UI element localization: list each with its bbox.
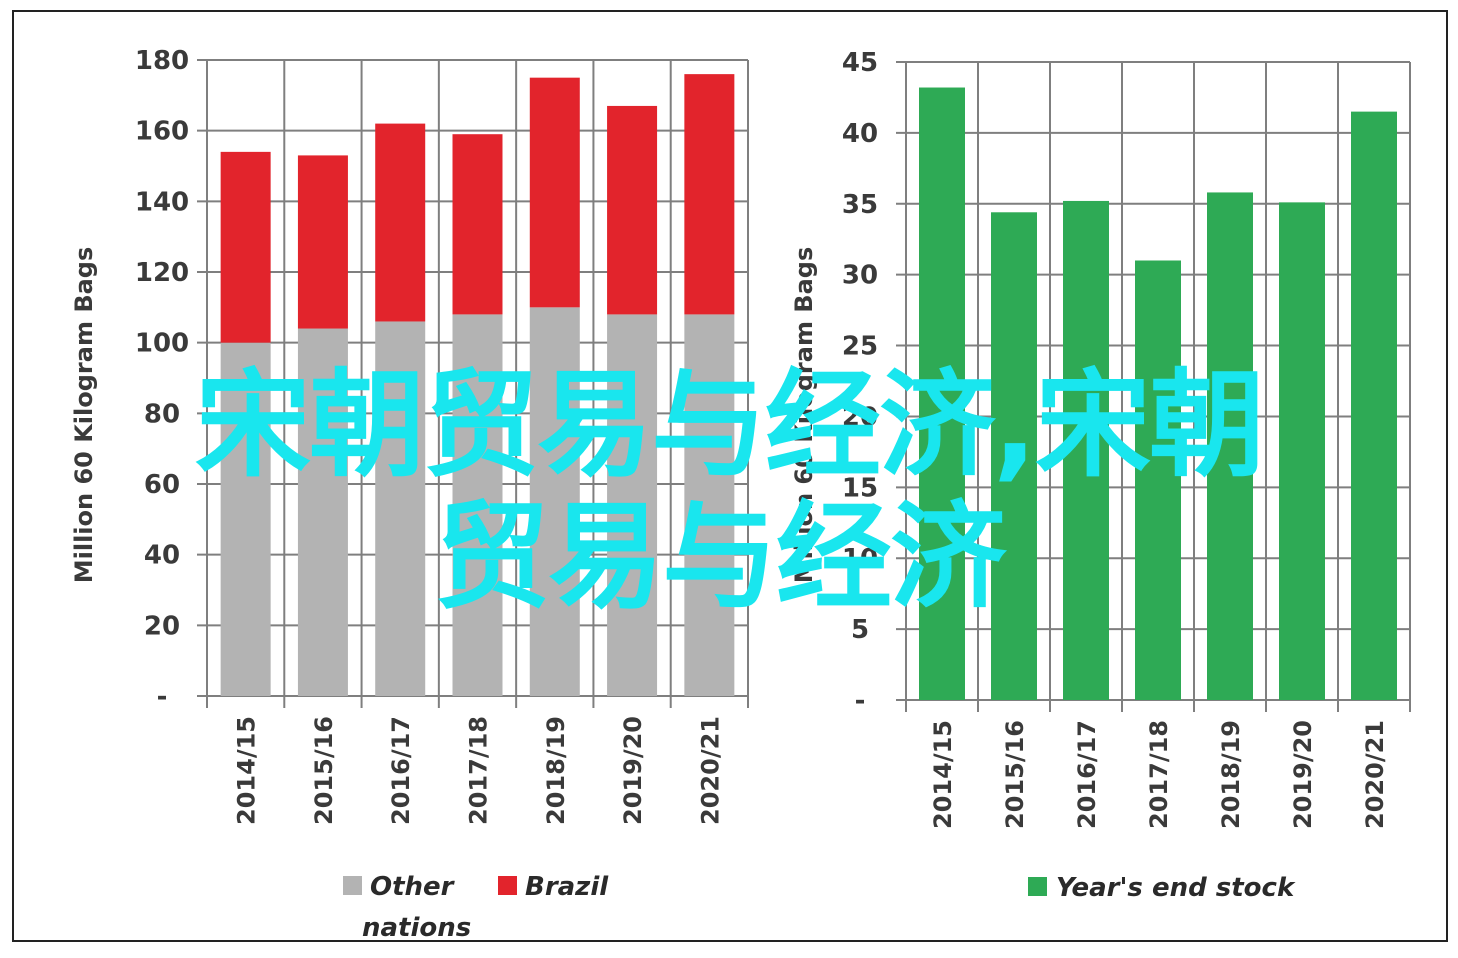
y-tick-label: 180 <box>135 46 189 76</box>
y-tick-label: 160 <box>135 117 189 147</box>
x-tick-label: 2016/17 <box>1073 720 1101 829</box>
y-tick-label: 15 <box>842 473 878 503</box>
legend-label-stock: Year's end stock <box>1056 873 1296 903</box>
y-tick-label: - <box>157 682 168 712</box>
left-chart-production: - 20 40 60 80 100 120 140 160 180 2014/15 2015/16 20… <box>70 46 749 943</box>
bar-series-a-2017-18 <box>452 314 503 696</box>
x-tick-label: 2019/20 <box>1289 720 1317 829</box>
legend-label-brazil: Brazil <box>525 872 609 902</box>
bar-series-a-2017-18 <box>1135 260 1181 700</box>
y-tick-label: 25 <box>842 332 878 362</box>
y-tick-label: 10 <box>842 544 878 574</box>
legend-label-nations: nations <box>362 913 471 943</box>
bar-series-b-2020-21 <box>684 74 735 315</box>
bar-series-b-2014-15 <box>220 151 271 343</box>
bar-series-a-2018-19 <box>529 307 580 696</box>
y-tick-label: 20 <box>842 402 878 432</box>
y-tick-label: - <box>855 686 866 716</box>
y-axis-title: Million 60 Kilogram Bags <box>790 247 818 584</box>
x-tick-label: 2015/16 <box>310 716 338 825</box>
bar-series-a-2020-21 <box>1351 111 1397 701</box>
bar-series-a-2019-20 <box>607 314 658 696</box>
y-tick-label: 40 <box>144 541 180 571</box>
bar-series-a-2015-16 <box>297 328 348 696</box>
bar-series-a-2019-20 <box>1279 202 1325 701</box>
y-tick-label: 40 <box>842 119 878 149</box>
x-tick-label: 2020/21 <box>696 716 724 825</box>
y-tick-label: 45 <box>842 48 878 78</box>
y-tick-label: 120 <box>135 258 189 288</box>
y-tick-label: 5 <box>851 615 869 645</box>
legend-swatch-other-nations <box>343 876 362 895</box>
y-tick-label: 80 <box>144 399 180 429</box>
x-tick-label: 2018/19 <box>1217 720 1245 829</box>
x-tick-label: 2016/17 <box>387 716 415 825</box>
x-tick-label: 2019/20 <box>619 716 647 825</box>
bar-series-a-2015-16 <box>991 212 1037 701</box>
bar-series-b-2017-18 <box>452 134 503 315</box>
y-tick-label: 30 <box>842 261 878 291</box>
y-axis-title: Million 60 Kilogram Bags <box>70 247 98 584</box>
x-tick-label: 2014/15 <box>233 716 261 825</box>
bar-series-a-2014-15 <box>220 342 271 696</box>
bar-series-b-2015-16 <box>297 155 348 329</box>
y-tick-label: 140 <box>135 187 189 217</box>
y-tick-label: 35 <box>842 190 878 220</box>
bar-series-a-2016-17 <box>1063 200 1109 701</box>
legend-swatch-brazil <box>498 876 517 895</box>
bar-series-a-2014-15 <box>919 87 965 700</box>
x-tick-label: 2018/19 <box>542 716 570 825</box>
legend-label-other: Other <box>370 872 456 902</box>
y-tick-label: 100 <box>135 329 189 359</box>
legend-swatch-stock <box>1028 877 1047 896</box>
bar-series-a-2016-17 <box>375 321 426 696</box>
y-tick-label: 60 <box>144 470 180 500</box>
y-tick-label: 20 <box>144 611 180 641</box>
bar-series-b-2019-20 <box>607 105 658 315</box>
x-tick-label: 2017/18 <box>465 716 493 825</box>
x-tick-label: 2014/15 <box>929 720 957 829</box>
bar-series-a-2018-19 <box>1207 192 1253 701</box>
bar-series-b-2018-19 <box>529 77 580 308</box>
x-tick-label: 2020/21 <box>1361 720 1389 829</box>
bar-series-a-2020-21 <box>684 314 735 696</box>
right-chart-stock: - 5 10 15 20 25 30 35 40 45 2014/15 2015/16 2016/17 2… <box>790 48 1411 903</box>
bar-series-b-2016-17 <box>375 123 426 322</box>
x-tick-label: 2017/18 <box>1145 720 1173 829</box>
x-tick-label: 2015/16 <box>1001 720 1029 829</box>
